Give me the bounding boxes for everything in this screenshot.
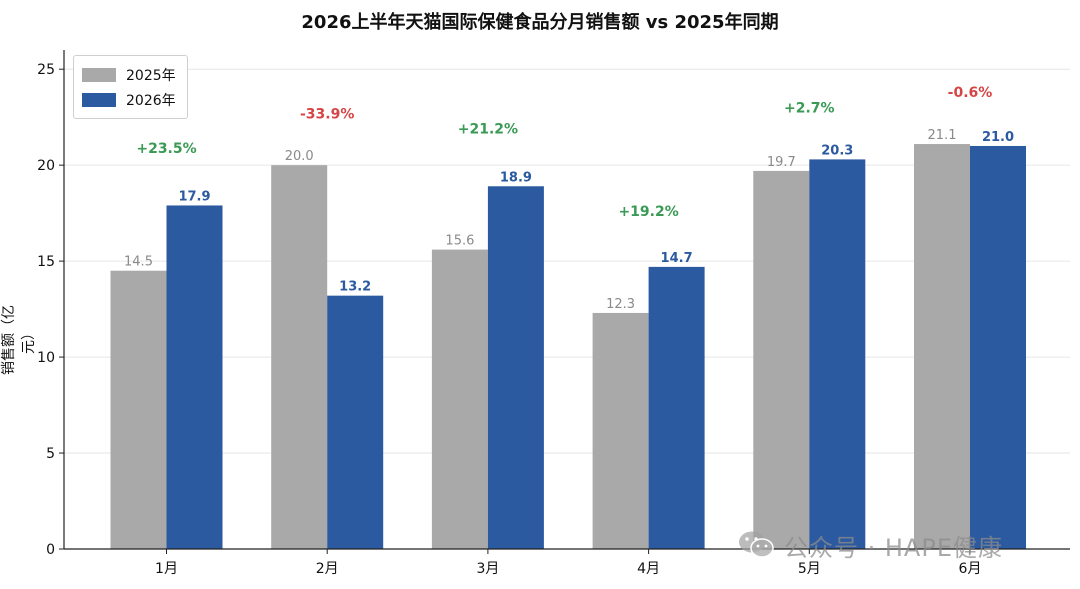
growth-label: +19.2% (618, 204, 678, 220)
growth-label: +23.5% (136, 141, 196, 157)
x-tick-label: 3月 (476, 561, 499, 577)
legend-label-2026: 2026年 (126, 93, 176, 109)
bar-2025年-5月 (753, 170, 810, 549)
bar-2025年-3月 (431, 249, 488, 549)
bar-2026年-4月 (648, 266, 705, 549)
y-tick-label: 20 (37, 158, 55, 174)
y-tick-label: 15 (37, 254, 55, 270)
growth-label: +21.2% (458, 122, 518, 138)
watermark-text: 公众号 · HAPE健康 (784, 533, 1003, 562)
x-tick-label: 5月 (798, 561, 821, 577)
x-tick-label: 4月 (637, 561, 660, 577)
data-label: 12.3 (606, 297, 635, 312)
bar-2026年-1月 (166, 205, 223, 549)
x-tick-label: 6月 (959, 561, 982, 577)
legend-item-2025: 2025年 (82, 65, 176, 85)
data-label: 20.0 (285, 149, 314, 164)
legend: 2025年 2026年 (73, 55, 188, 119)
chart-title: 2026上半年天猫国际保健食品分月销售额 vs 2025年同期 (301, 12, 779, 33)
data-label: 14.5 (124, 255, 153, 270)
wechat-icon (738, 530, 774, 560)
data-label: 19.7 (767, 155, 796, 170)
bar-2025年-2月 (271, 165, 328, 549)
x-tick-label: 2月 (316, 561, 339, 577)
growth-label: -0.6% (948, 85, 993, 101)
data-label: 15.6 (445, 234, 474, 249)
x-tick-label: 1月 (155, 561, 178, 577)
legend-label-2025: 2025年 (126, 68, 176, 84)
growth-label: -33.9% (300, 106, 354, 122)
data-label: 17.9 (178, 189, 210, 204)
watermark: 公众号 · HAPE健康 (738, 525, 1003, 565)
data-label: 20.3 (821, 143, 853, 158)
legend-swatch-2025 (82, 68, 116, 82)
y-tick-label: 25 (37, 62, 55, 78)
bar-2025年-4月 (592, 312, 649, 549)
bar-2026年-5月 (809, 159, 866, 549)
data-label: 21.1 (928, 128, 957, 143)
data-label: 14.7 (661, 251, 693, 266)
data-label: 13.2 (339, 280, 371, 295)
y-tick-label: 0 (46, 542, 55, 558)
bar-2025年-1月 (110, 270, 167, 549)
y-tick-label: 10 (37, 350, 55, 366)
data-label: 18.9 (500, 170, 532, 185)
legend-item-2026: 2026年 (82, 90, 176, 110)
y-tick-label: 5 (46, 446, 55, 462)
bar-2026年-3月 (487, 186, 544, 549)
bar-2026年-2月 (327, 295, 384, 549)
legend-swatch-2026 (82, 93, 116, 107)
bar-2026年-6月 (970, 145, 1026, 549)
bar-2025年-6月 (914, 144, 970, 550)
data-label: 21.0 (982, 130, 1014, 145)
growth-label: +2.7% (784, 101, 835, 117)
